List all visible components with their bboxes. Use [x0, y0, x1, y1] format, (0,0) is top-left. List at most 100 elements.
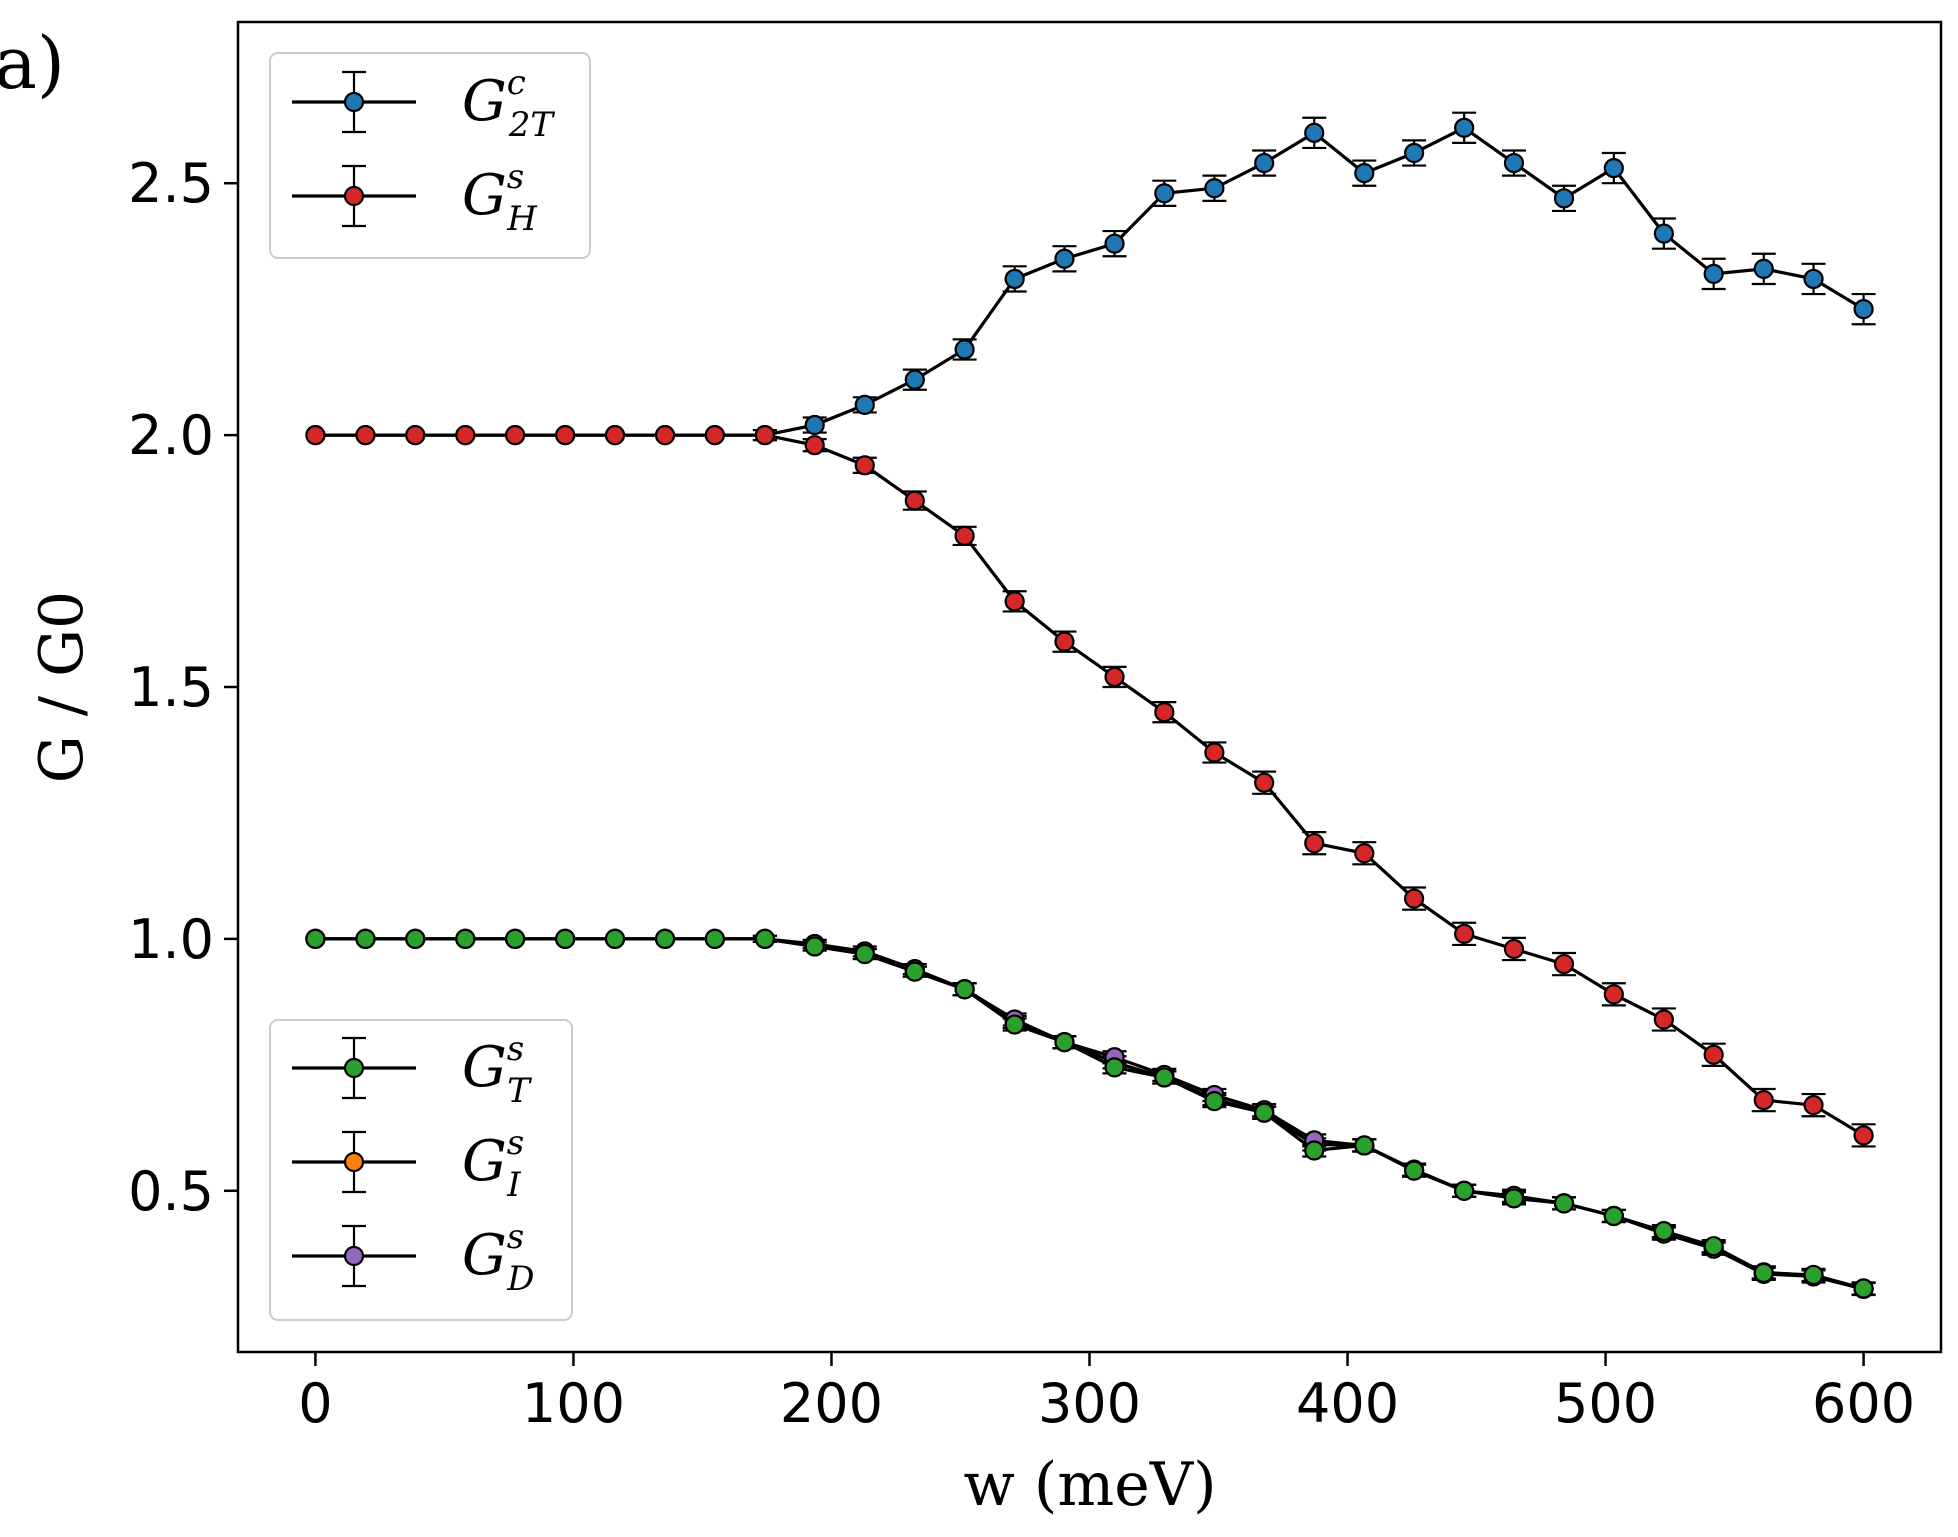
- data-point: [1304, 1140, 1325, 1161]
- data-point: [1653, 1220, 1674, 1242]
- data-point: [1553, 1193, 1575, 1214]
- legend-marker: [343, 1245, 365, 1267]
- data-point: [1404, 142, 1425, 164]
- data-point: [1853, 299, 1874, 320]
- data-point: [604, 928, 626, 949]
- legend-marker: [343, 185, 365, 207]
- data-point: [1503, 938, 1525, 960]
- data-point: [1503, 152, 1525, 174]
- x-tick-label: 100: [522, 1372, 625, 1435]
- data-point: [1454, 923, 1475, 944]
- data-point: [854, 394, 875, 415]
- legend-marker: [343, 1057, 365, 1079]
- data-point: [1653, 1009, 1674, 1030]
- data-point: [1154, 183, 1175, 204]
- data-point: [555, 425, 576, 446]
- data-point: [1803, 268, 1824, 290]
- data-point: [1553, 953, 1575, 975]
- data-point: [1354, 1135, 1375, 1156]
- data-point: [1603, 1205, 1624, 1227]
- data-point: [754, 928, 775, 949]
- data-point: [1254, 772, 1275, 793]
- data-point: [1454, 1180, 1475, 1201]
- x-axis-label: w (meV): [964, 1450, 1217, 1520]
- legend-marker: [343, 1151, 365, 1173]
- data-point: [1653, 223, 1674, 244]
- y-tick-label: 0.5: [128, 1160, 214, 1223]
- x-axis: 0 100 200 300 400 500 600: [298, 1352, 1915, 1435]
- data-point: [1204, 1091, 1225, 1112]
- data-point: [904, 961, 925, 982]
- x-tick-label: 0: [298, 1372, 332, 1435]
- data-point: [1404, 888, 1425, 909]
- data-point: [654, 928, 676, 949]
- data-point: [1853, 1278, 1874, 1299]
- data-point: [1104, 666, 1125, 688]
- data-point: [904, 369, 925, 390]
- data-point: [1803, 1264, 1824, 1286]
- data-point: [1803, 1095, 1824, 1116]
- data-point: [1454, 117, 1475, 138]
- data-point: [804, 435, 825, 456]
- data-point: [1753, 1262, 1774, 1284]
- data-point: [1204, 742, 1225, 763]
- data-point: [1354, 843, 1375, 864]
- y-tick-label: 2.5: [128, 152, 214, 215]
- data-point: [455, 928, 476, 949]
- data-point: [1753, 1090, 1774, 1111]
- x-tick-label: 200: [780, 1372, 883, 1435]
- x-tick-label: 600: [1812, 1372, 1915, 1435]
- data-point: [954, 979, 975, 1000]
- data-point: [1853, 1125, 1874, 1146]
- data-point: [1404, 1160, 1425, 1181]
- data-point: [1054, 631, 1075, 652]
- data-point: [555, 928, 576, 949]
- data-point: [1553, 188, 1575, 209]
- data-point: [1354, 163, 1375, 184]
- data-point: [1304, 122, 1325, 143]
- data-point: [1703, 263, 1724, 284]
- data-point: [1254, 1102, 1275, 1123]
- data-point: [704, 425, 725, 446]
- data-point: [1703, 1236, 1724, 1257]
- data-point: [854, 455, 875, 476]
- data-point: [754, 425, 775, 446]
- series-layer: [305, 111, 1876, 1300]
- data-point: [405, 425, 426, 446]
- data-point: [505, 425, 526, 446]
- panel-label: a): [0, 21, 65, 105]
- data-point: [305, 425, 326, 446]
- data-point: [804, 414, 825, 436]
- data-point: [654, 425, 676, 446]
- data-point: [804, 936, 825, 957]
- data-point: [1254, 152, 1275, 174]
- data-point: [1154, 702, 1175, 723]
- data-point: [1603, 984, 1624, 1005]
- series-G_H^s: [305, 425, 1876, 1148]
- y-axis-label: G / G0: [27, 591, 97, 783]
- data-point: [1204, 178, 1225, 199]
- data-point: [1703, 1044, 1724, 1065]
- data-point: [1004, 591, 1025, 612]
- data-point: [954, 339, 975, 360]
- x-tick-label: 400: [1296, 1372, 1399, 1435]
- data-point: [1054, 248, 1075, 269]
- data-point: [505, 928, 526, 949]
- data-point: [1004, 1014, 1025, 1035]
- data-point: [305, 928, 326, 949]
- data-point: [1154, 1067, 1175, 1088]
- data-point: [1753, 258, 1774, 279]
- data-point: [1104, 1057, 1125, 1078]
- y-axis: 0.5 1.0 1.5 2.0 2.5: [128, 152, 238, 1223]
- data-point: [1304, 833, 1325, 854]
- data-point: [1104, 233, 1125, 254]
- legend-lower: Gs TGs IGs D: [269, 1019, 573, 1321]
- data-point: [904, 490, 925, 511]
- data-point: [355, 928, 376, 949]
- legend-upper-frame: [269, 52, 591, 259]
- data-point: [604, 425, 626, 446]
- x-tick-label: 300: [1038, 1372, 1141, 1435]
- data-point: [1603, 157, 1624, 179]
